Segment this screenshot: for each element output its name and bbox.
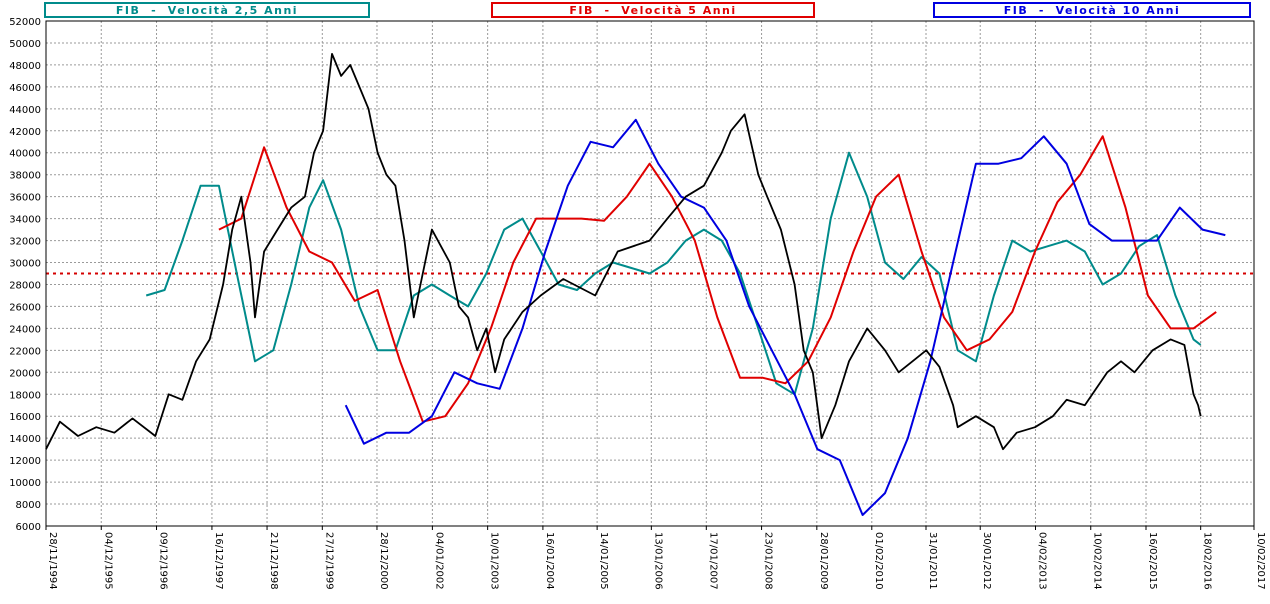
legend-entry-series-2: FIB - Velocità 5 Anni (491, 2, 815, 18)
x-tick-label: 16/01/2004 (544, 532, 555, 590)
x-tick-label: 17/01/2007 (707, 532, 718, 590)
x-tick-label: 04/02/2013 (1036, 532, 1047, 590)
x-axis-tick-labels: 28/11/1994 04/12/1995 09/12/1996 16/12/1997… (47, 532, 1266, 590)
y-tick-label: 38000 (9, 171, 41, 182)
series-line-3 (344, 118, 1226, 516)
y-tick-label: 24000 (9, 324, 41, 335)
y-tick-label: 18000 (9, 390, 41, 401)
x-tick-label: 28/11/1994 (47, 532, 58, 590)
y-tick-label: 20000 (9, 368, 41, 379)
x-tick-label: 16/12/1997 (213, 532, 224, 590)
y-tick-label: 34000 (9, 215, 41, 226)
x-tick-label: 13/01/2006 (652, 532, 663, 590)
y-tick-label: 14000 (9, 434, 41, 445)
y-tick-label: 36000 (9, 193, 41, 204)
x-tick-label: 21/12/1998 (268, 532, 279, 590)
y-tick-label: 46000 (9, 83, 41, 94)
y-tick-label: 30000 (9, 259, 41, 270)
y-axis-tick-labels: 6000 8000 10000 12000 14000 16000 18000 20000 22… (9, 17, 41, 533)
x-tick-label: 10/02/2014 (1092, 532, 1103, 590)
x-tick-label: 27/12/1999 (323, 532, 334, 590)
y-tick-label: 40000 (9, 149, 41, 160)
y-tick-label: 10000 (9, 478, 41, 489)
y-tick-label: 28000 (9, 280, 41, 291)
y-tick-label: 22000 (9, 346, 41, 357)
y-tick-label: 8000 (16, 500, 41, 511)
y-tick-label: 44000 (9, 105, 41, 116)
x-tick-label: 23/01/2008 (763, 532, 774, 590)
y-tick-label: 26000 (9, 302, 41, 313)
legend-entry-series-1: FIB - Velocità 2,5 Anni (44, 2, 370, 18)
x-tick-label: 28/01/2009 (818, 532, 829, 590)
series-line-2 (218, 135, 1217, 423)
series-lines (45, 53, 1226, 516)
y-tick-label: 12000 (9, 456, 41, 467)
x-tick-label: 31/01/2011 (927, 532, 938, 590)
plot-area-frame (45, 20, 1255, 527)
series-line-1 (145, 151, 1202, 396)
y-tick-label: 50000 (9, 39, 41, 50)
y-tick-label: 52000 (9, 17, 41, 28)
x-tick-label: 09/12/1996 (158, 532, 169, 590)
x-tick-label: 10/02/2017 (1255, 532, 1266, 590)
x-tick-label: 04/12/1995 (102, 532, 113, 590)
x-tick-label: 10/01/2003 (489, 532, 500, 590)
axes (45, 20, 1255, 530)
y-tick-label: 32000 (9, 237, 41, 248)
x-tick-label: 14/01/2005 (598, 532, 609, 590)
x-tick-label: 18/02/2016 (1202, 532, 1213, 590)
x-tick-label: 28/12/2000 (378, 532, 389, 590)
y-tick-label: 48000 (9, 61, 41, 72)
x-tick-label: 01/02/2010 (873, 532, 884, 590)
series-line-0 (45, 53, 1202, 451)
y-tick-label: 16000 (9, 412, 41, 423)
legend-entry-series-3: FIB - Velocità 10 Anni (933, 2, 1251, 18)
x-tick-label: 04/01/2002 (433, 532, 444, 590)
x-tick-label: 30/01/2012 (981, 532, 992, 590)
y-tick-label: 6000 (16, 522, 41, 533)
x-tick-label: 16/02/2015 (1147, 532, 1158, 590)
y-tick-label: 42000 (9, 127, 41, 138)
